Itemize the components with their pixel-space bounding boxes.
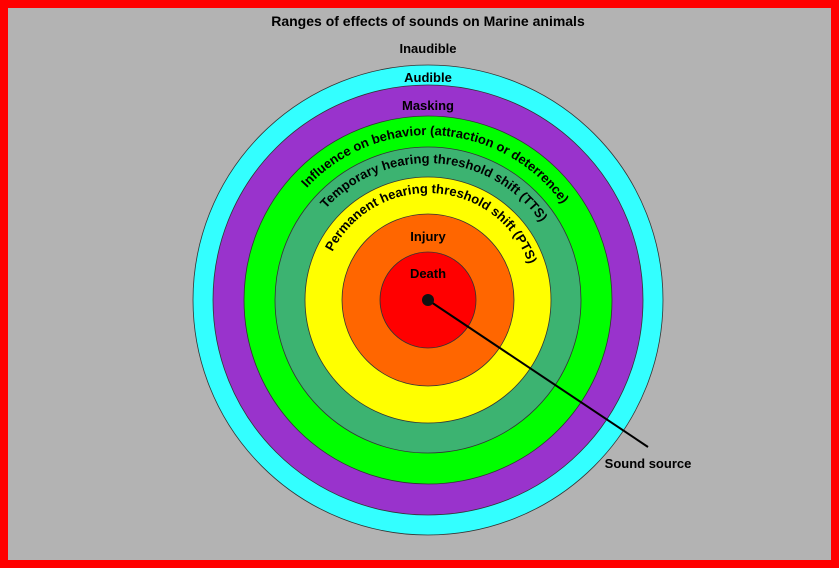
title: Ranges of effects of sounds on Marine an… <box>271 13 585 29</box>
zone-label: Masking <box>402 98 454 113</box>
zone-label: Audible <box>404 70 452 85</box>
zone-label: Injury <box>410 229 446 244</box>
source-label: Sound source <box>605 456 692 471</box>
outer-label: Inaudible <box>399 41 456 56</box>
pointer-line <box>427 299 649 448</box>
sound-source-dot <box>422 294 434 306</box>
zone-label: Death <box>410 266 446 281</box>
